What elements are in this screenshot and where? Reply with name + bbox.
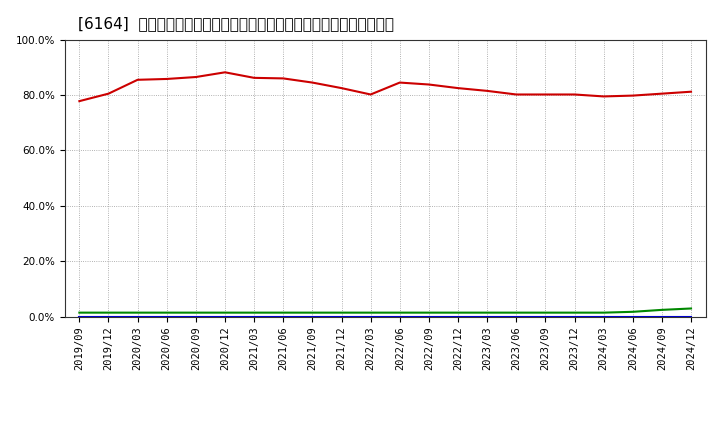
自己資本 [75, 99, 84, 104]
自己資本 [541, 92, 550, 97]
繰延税金資産 [220, 310, 229, 315]
自己資本 [104, 91, 113, 96]
自己資本 [570, 92, 579, 97]
自己資本 [395, 80, 404, 85]
自己資本 [657, 91, 666, 96]
のれん [104, 314, 113, 319]
繰延税金資産 [483, 310, 492, 315]
のれん [308, 314, 317, 319]
自己資本 [133, 77, 142, 82]
自己資本 [687, 89, 696, 94]
Line: 繰延税金資産: 繰延税金資産 [79, 308, 691, 313]
繰延税金資産 [454, 310, 462, 315]
自己資本 [250, 75, 258, 81]
のれん [133, 314, 142, 319]
自己資本 [337, 85, 346, 91]
のれん [629, 314, 637, 319]
自己資本 [425, 82, 433, 87]
繰延税金資産 [541, 310, 550, 315]
のれん [512, 314, 521, 319]
のれん [75, 314, 84, 319]
のれん [337, 314, 346, 319]
自己資本 [163, 76, 171, 81]
のれん [366, 314, 375, 319]
繰延税金資産 [687, 306, 696, 311]
のれん [541, 314, 550, 319]
繰延税金資産 [337, 310, 346, 315]
のれん [687, 314, 696, 319]
のれん [220, 314, 229, 319]
のれん [425, 314, 433, 319]
繰延税金資産 [163, 310, 171, 315]
のれん [250, 314, 258, 319]
繰延税金資産 [250, 310, 258, 315]
自己資本 [454, 85, 462, 91]
自己資本 [483, 88, 492, 94]
繰延税金資産 [133, 310, 142, 315]
のれん [454, 314, 462, 319]
のれん [483, 314, 492, 319]
自己資本 [308, 80, 317, 85]
繰延税金資産 [395, 310, 404, 315]
繰延税金資産 [75, 310, 84, 315]
自己資本 [366, 92, 375, 97]
繰延税金資産 [512, 310, 521, 315]
のれん [599, 314, 608, 319]
繰延税金資産 [366, 310, 375, 315]
自己資本 [279, 76, 287, 81]
繰延税金資産 [599, 310, 608, 315]
のれん [570, 314, 579, 319]
繰延税金資産 [104, 310, 113, 315]
自己資本 [599, 94, 608, 99]
繰延税金資産 [425, 310, 433, 315]
Text: [6164]  自己資本、のれん、繰延税金資産の総資産に対する比率の推移: [6164] 自己資本、のれん、繰延税金資産の総資産に対する比率の推移 [78, 16, 394, 32]
自己資本 [220, 70, 229, 75]
のれん [657, 314, 666, 319]
繰延税金資産 [192, 310, 200, 315]
Line: 自己資本: 自己資本 [79, 72, 691, 101]
自己資本 [512, 92, 521, 97]
繰延税金資産 [570, 310, 579, 315]
のれん [395, 314, 404, 319]
自己資本 [629, 93, 637, 98]
繰延税金資産 [629, 309, 637, 315]
のれん [279, 314, 287, 319]
繰延税金資産 [308, 310, 317, 315]
のれん [163, 314, 171, 319]
自己資本 [192, 74, 200, 80]
繰延税金資産 [657, 307, 666, 312]
繰延税金資産 [279, 310, 287, 315]
のれん [192, 314, 200, 319]
